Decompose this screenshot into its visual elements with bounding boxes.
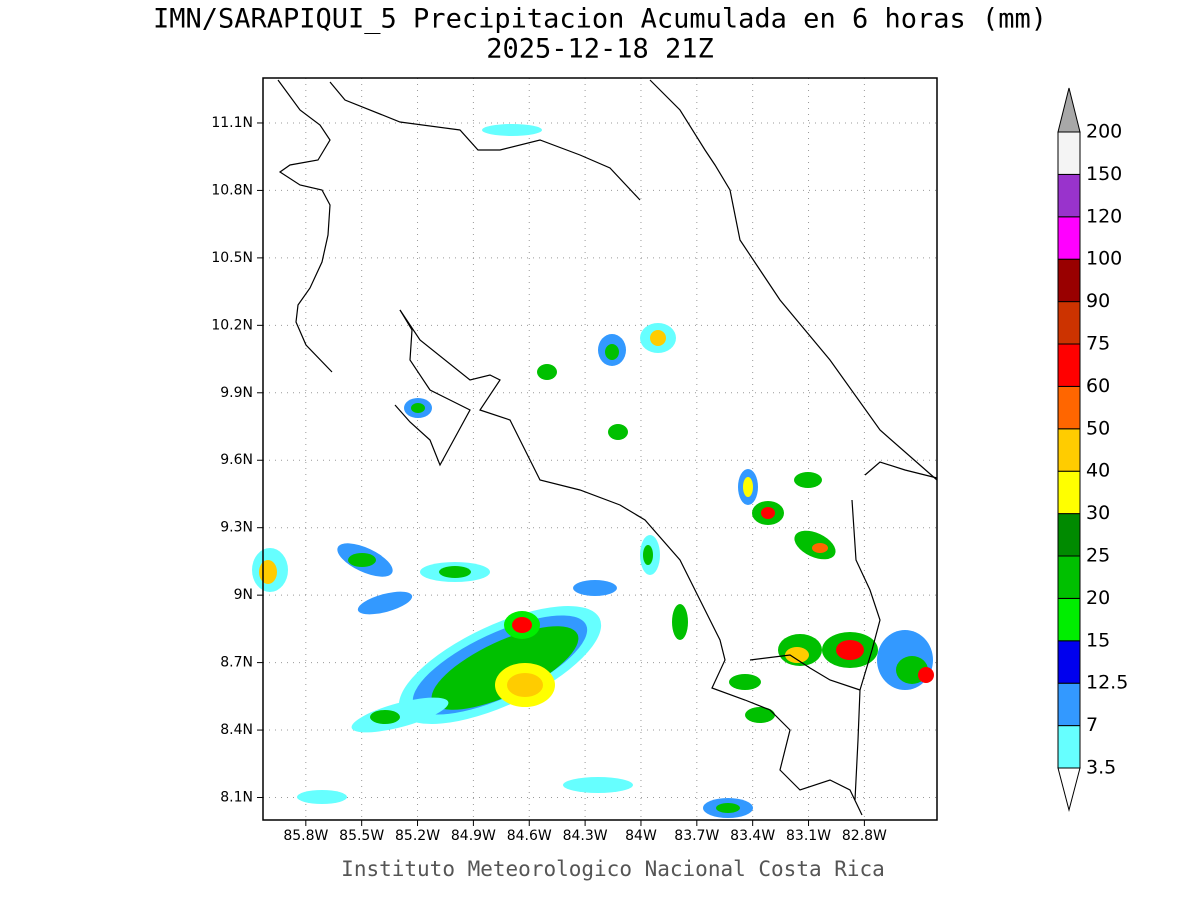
lat-tick-label: 10.2N	[211, 317, 253, 333]
under-triangle	[1057, 767, 1081, 812]
map-title: IMN/SARAPIQUI_5 Precipitacion Acumulada …	[153, 4, 1047, 35]
colorbar-box	[1057, 343, 1081, 387]
colorbar-label: 7	[1086, 714, 1098, 736]
colorbar-label: 20	[1086, 587, 1110, 609]
lon-tick-label: 83.1W	[786, 828, 831, 844]
lat-tick-label: 10.8N	[211, 182, 253, 198]
lon-tick-label: 84.9W	[451, 828, 496, 844]
colorbar-box	[1057, 513, 1081, 557]
colorbar-label: 30	[1086, 502, 1110, 524]
colorbar-box	[1057, 301, 1081, 345]
precipitation	[252, 124, 934, 818]
footer: Instituto Meteorologico Nacional Costa R…	[341, 857, 885, 881]
lat-tick-label: 8.4N	[220, 722, 253, 738]
axes: 11.1N 10.8N 10.5N 10.2N 9.9N 9.6N 9.3N 9N 8.7N 8.…	[211, 115, 887, 844]
lon-tick-label: 85.5W	[339, 828, 384, 844]
colorbar-label: 50	[1086, 417, 1110, 439]
colorbar: 3.5 7 12.5 15 20 25 30 40 50 60 75 90 100 120 150 200	[1057, 87, 1128, 812]
colorbar-label: 3.5	[1086, 757, 1116, 779]
lon-tick-label: 84.6W	[507, 828, 552, 844]
coastlines	[277, 79, 938, 816]
colorbar-box	[1057, 470, 1081, 515]
map-subtitle: 2025-12-18 21Z	[486, 34, 714, 65]
lon-tick-label: 83.4W	[730, 828, 775, 844]
colorbar-label: 15	[1086, 629, 1110, 651]
colorbar-label: 40	[1086, 460, 1110, 482]
colorbar-box	[1057, 131, 1081, 175]
colorbar-label: 25	[1086, 545, 1110, 567]
colorbar-label: 12.5	[1086, 672, 1128, 694]
over-triangle	[1057, 87, 1081, 133]
lat-tick-label: 11.1N	[211, 115, 253, 131]
colorbar-box	[1057, 258, 1081, 303]
lon-tick-label: 84W	[625, 828, 657, 844]
lat-tick-label: 10.5N	[211, 250, 253, 266]
colorbar-box	[1057, 216, 1081, 260]
colorbar-box	[1057, 555, 1081, 599]
lat-tick-label: 9.3N	[220, 520, 253, 536]
colorbar-label: 100	[1086, 248, 1122, 270]
lon-tick-label: 84.3W	[563, 828, 608, 844]
colorbar-label: 90	[1086, 290, 1110, 312]
lat-tick-label: 9.6N	[220, 452, 253, 468]
lon-tick-label: 83.7W	[674, 828, 719, 844]
colorbar-box	[1057, 173, 1081, 218]
lat-tick-label: 9.9N	[220, 385, 253, 401]
colorbar-label: 200	[1086, 121, 1122, 143]
colorbar-box	[1057, 597, 1081, 642]
lon-tick-label: 85.8W	[283, 828, 328, 844]
colorbar-box	[1057, 640, 1081, 684]
lat-tick-label: 9N	[234, 587, 253, 603]
lon-tick-label: 85.2W	[395, 828, 440, 844]
colorbar-box	[1057, 385, 1081, 430]
lat-tick-label: 8.1N	[220, 790, 253, 806]
colorbar-label: 60	[1086, 375, 1110, 397]
colorbar-label: 75	[1086, 333, 1110, 355]
lat-tick-label: 8.7N	[220, 655, 253, 671]
map-frame	[262, 77, 938, 821]
colorbar-label: 150	[1086, 163, 1122, 185]
colorbar-box	[1057, 682, 1081, 727]
colorbar-box	[1057, 428, 1081, 472]
lon-tick-label: 82.8W	[842, 828, 887, 844]
colorbar-box	[1057, 725, 1081, 769]
grid	[263, 78, 937, 820]
colorbar-label: 120	[1086, 205, 1122, 227]
